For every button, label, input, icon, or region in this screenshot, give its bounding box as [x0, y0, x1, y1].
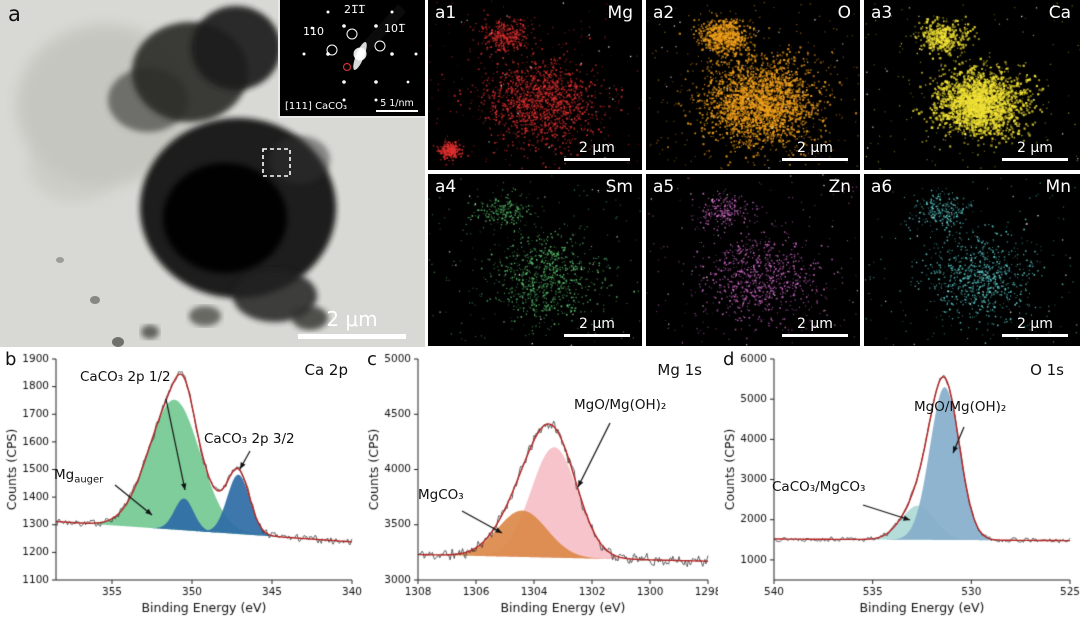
- chart-title-ca2p: Ca 2p: [304, 361, 349, 379]
- annotation-mgco3: MgCO₃: [418, 487, 464, 503]
- eds-map-mg: a1 Mg 2 μm: [428, 0, 642, 170]
- map-scalebar-line: [1002, 158, 1068, 161]
- xps-o1s-panel: d O 1s CaCO₃/MgCO₃ MgO/Mg(OH)₂: [718, 347, 1080, 620]
- tem-scalebar: 2 μm: [298, 307, 406, 339]
- xps-o1s-chart: [718, 347, 1080, 620]
- map-scalebar-line: [782, 334, 848, 337]
- tem-scalebar-line: [298, 334, 406, 339]
- annotation-mgo-mgoh2-o1s: MgO/Mg(OH)₂: [914, 399, 1007, 415]
- tem-panel: a 2 μm: [0, 0, 425, 347]
- spot-label-211: 21̅1̅: [344, 3, 365, 16]
- map-scalebar-label: 2 μm: [1017, 316, 1053, 333]
- map-element-label: O: [837, 3, 851, 23]
- map-element-label: Zn: [828, 177, 851, 197]
- annotation-caco3-2p12: CaCO₃ 2p 1/2: [80, 369, 171, 385]
- eds-map-o: a2 O 2 μm: [646, 0, 860, 170]
- map-id-label: a6: [871, 177, 893, 197]
- map-scalebar-line: [782, 158, 848, 161]
- map-element-label: Sm: [605, 177, 633, 197]
- map-id-label: a5: [653, 177, 675, 197]
- eds-map-ca: a3 Ca 2 μm: [864, 0, 1080, 170]
- map-scalebar-label: 2 μm: [579, 316, 615, 333]
- saed-scalebar: 5 1/nm: [376, 97, 418, 112]
- annotation-caco3-2p32: CaCO₃ 2p 3/2: [204, 431, 295, 447]
- map-scalebar: 2 μm: [782, 317, 848, 337]
- eds-map-sm-canvas: [428, 174, 642, 346]
- map-scalebar: 2 μm: [564, 317, 630, 337]
- tem-scalebar-label: 2 μm: [326, 307, 378, 331]
- annotation-mg-auger: Mgauger: [54, 467, 104, 486]
- spot-ring-101: [374, 40, 386, 52]
- spot-ring-211: [346, 28, 358, 40]
- annotation-mgo-mgoh2: MgO/Mg(OH)₂: [574, 397, 667, 413]
- xps-ca2p-panel: b Ca 2p Mgauger CaCO₃ 2p 1/2 CaCO₃ 2p 3/…: [0, 347, 362, 620]
- saed-scalebar-label: 5 1/nm: [380, 97, 414, 109]
- spot-ring-110: [326, 44, 338, 56]
- map-element-label: Mn: [1045, 177, 1071, 197]
- spot-ring-red: [342, 62, 352, 72]
- eds-map-o-canvas: [646, 0, 860, 170]
- saed-pattern: [280, 0, 425, 116]
- map-scalebar: 2 μm: [1002, 317, 1068, 337]
- xps-ca2p-chart: [0, 347, 362, 620]
- eds-map-zn: a5 Zn 2 μm: [646, 174, 860, 346]
- map-id-label: a4: [435, 177, 457, 197]
- map-scalebar: 2 μm: [782, 141, 848, 161]
- map-scalebar-label: 2 μm: [797, 316, 833, 333]
- map-element-label: Ca: [1048, 3, 1071, 23]
- panel-letter-d: d: [723, 349, 735, 370]
- panel-letter-c: c: [367, 349, 377, 370]
- saed-inset: 21̅1̅ 110 101̅ [111] CaCO₃ 5 1/nm: [278, 0, 425, 118]
- map-id-label: a3: [871, 3, 893, 23]
- map-id-label: a2: [653, 3, 675, 23]
- map-scalebar: 2 μm: [1002, 141, 1068, 161]
- spot-label-110: 110: [303, 25, 324, 38]
- annotation-caco3-mgco3: CaCO₃/MgCO₃: [772, 479, 866, 495]
- map-scalebar-label: 2 μm: [1017, 140, 1053, 157]
- xps-mg1s-chart: [362, 347, 718, 620]
- xps-mg1s-panel: c Mg 1s MgCO₃ MgO/Mg(OH)₂: [362, 347, 718, 620]
- eds-map-ca-canvas: [864, 0, 1080, 170]
- map-scalebar: 2 μm: [564, 141, 630, 161]
- map-scalebar-line: [564, 334, 630, 337]
- chart-title-mg1s: Mg 1s: [657, 361, 702, 379]
- panel-letter-b: b: [5, 349, 17, 370]
- chart-title-o1s: O 1s: [1030, 361, 1064, 379]
- spot-label-101: 101̅: [384, 22, 405, 35]
- saed-scalebar-line: [376, 109, 418, 112]
- map-scalebar-line: [564, 158, 630, 161]
- eds-map-mn: a6 Mn 2 μm: [864, 174, 1080, 346]
- map-id-label: a1: [435, 3, 457, 23]
- zone-axis-label: [111] CaCO₃: [285, 101, 348, 112]
- eds-map-mg-canvas: [428, 0, 642, 170]
- map-element-label: Mg: [607, 3, 633, 23]
- map-scalebar-line: [1002, 334, 1068, 337]
- eds-map-zn-canvas: [646, 174, 860, 346]
- eds-map-mn-canvas: [864, 174, 1080, 346]
- panel-letter-a: a: [8, 2, 21, 26]
- map-scalebar-label: 2 μm: [797, 140, 833, 157]
- eds-map-sm: a4 Sm 2 μm: [428, 174, 642, 346]
- map-scalebar-label: 2 μm: [579, 140, 615, 157]
- roi-dashed-box: [262, 148, 291, 177]
